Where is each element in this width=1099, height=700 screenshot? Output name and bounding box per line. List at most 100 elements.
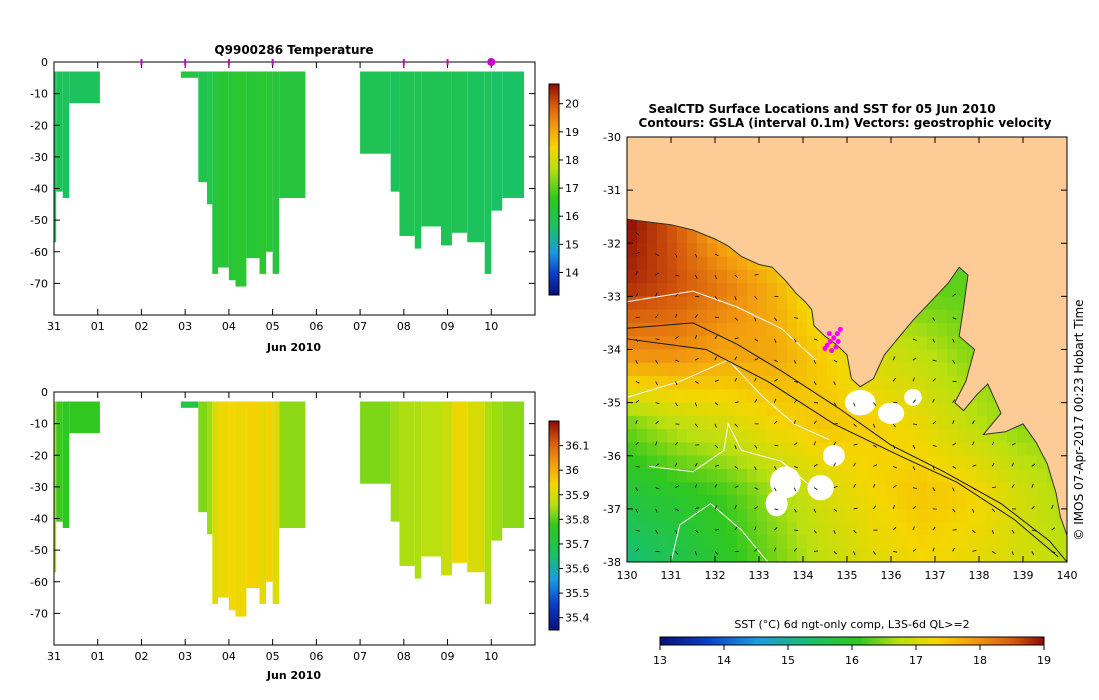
sst-cell xyxy=(707,548,718,562)
gsla-contour xyxy=(670,502,769,562)
sst-cell xyxy=(697,469,708,483)
velocity-vector xyxy=(714,335,718,340)
lon-tick-label: 133 xyxy=(749,569,770,582)
profile-markers xyxy=(140,58,496,66)
sst-cell xyxy=(817,508,828,523)
sst-cell xyxy=(927,535,938,550)
sst-cell xyxy=(917,376,928,390)
sst-cell xyxy=(627,296,638,311)
sst-cell xyxy=(847,495,858,510)
velocity-vector xyxy=(912,505,917,510)
sst-cell xyxy=(637,243,648,258)
lat-tick-label: -36 xyxy=(603,450,621,463)
velocity-vector xyxy=(833,485,838,489)
sst-cell xyxy=(767,535,778,550)
x-tick-label: 02 xyxy=(134,320,148,333)
sst-cell xyxy=(987,535,998,550)
lat-tick-label: -33 xyxy=(603,290,621,303)
sst-cell xyxy=(777,415,788,430)
velocity-vector xyxy=(635,465,640,468)
velocity-vector xyxy=(853,462,856,467)
velocity-vector xyxy=(833,381,836,386)
x-tick-label: 31 xyxy=(47,320,61,333)
x-tick-label: 02 xyxy=(134,650,148,663)
sst-cell xyxy=(897,362,908,377)
sst-cell xyxy=(767,429,778,444)
y-tick-label: -30 xyxy=(30,481,48,494)
sst-cell xyxy=(807,535,818,550)
sst-cell xyxy=(637,402,648,417)
sst-cell xyxy=(707,535,718,550)
sst-cell xyxy=(877,415,888,430)
sst-cell xyxy=(697,522,708,537)
velocity-vector xyxy=(932,378,936,382)
profile-cell xyxy=(180,71,199,78)
sst-cell xyxy=(1037,455,1048,470)
sst-cell xyxy=(897,495,908,510)
sst-cell xyxy=(697,229,708,244)
velocity-vector xyxy=(774,359,779,363)
sst-cell xyxy=(697,442,708,457)
sst-cell xyxy=(877,495,888,510)
sst-cell xyxy=(677,455,688,470)
sst-cell xyxy=(647,219,658,231)
sst-cell xyxy=(697,429,708,444)
velocity-vector xyxy=(794,317,799,319)
sst-cell xyxy=(767,322,778,337)
profile-cell xyxy=(279,71,306,198)
sst-cell xyxy=(917,548,928,562)
sst-cell xyxy=(647,362,658,377)
velocity-vector xyxy=(774,420,778,425)
sst-cell xyxy=(867,482,878,497)
lat-tick-label: -38 xyxy=(603,556,621,569)
sst-cell xyxy=(757,495,768,510)
sst-cell xyxy=(1007,442,1018,457)
sst-cell xyxy=(977,402,988,417)
velocity-vector xyxy=(833,441,837,446)
sst-cell xyxy=(817,389,828,404)
sst-cell xyxy=(857,455,868,470)
profile-cell xyxy=(266,401,273,582)
velocity-vector xyxy=(694,381,699,384)
sst-cell xyxy=(757,455,768,470)
velocity-vector xyxy=(912,357,917,361)
sst-cell xyxy=(727,309,738,324)
sst-cell xyxy=(967,469,978,483)
sst-cell xyxy=(797,336,808,351)
lon-tick-label: 136 xyxy=(881,569,902,582)
sst-cell xyxy=(1037,469,1048,483)
sst-cell xyxy=(837,376,848,390)
sst-cell xyxy=(987,402,998,417)
sst-cell xyxy=(1027,495,1038,510)
velocity-vector xyxy=(794,466,799,469)
sst-cell xyxy=(827,349,838,364)
sst-cell xyxy=(937,349,948,364)
sst-cell xyxy=(907,535,918,550)
velocity-vector xyxy=(952,399,956,403)
sst-cell xyxy=(1027,469,1038,483)
sst-cell xyxy=(867,535,878,550)
lat-tick-label: -32 xyxy=(603,237,621,250)
sst-cell xyxy=(707,269,718,284)
sst-cell xyxy=(737,415,748,430)
sst-cell xyxy=(657,322,668,337)
velocity-vector xyxy=(714,253,719,257)
sst-cell xyxy=(887,389,898,404)
sst-cell xyxy=(817,336,828,351)
velocity-vector xyxy=(972,549,977,552)
sst-cell xyxy=(667,283,678,297)
velocity-vector xyxy=(813,359,817,364)
sst-cell xyxy=(717,548,728,562)
sst-cell xyxy=(867,469,878,483)
seal-track-locations xyxy=(822,326,843,354)
velocity-vector xyxy=(754,274,759,276)
velocity-vector xyxy=(694,314,699,318)
sst-cell xyxy=(657,402,668,417)
sst-cell xyxy=(687,309,698,324)
sst-cell xyxy=(947,415,958,430)
velocity-vector xyxy=(754,377,757,382)
sst-cell xyxy=(637,442,648,457)
sst-cell xyxy=(997,508,1008,523)
sst-cell xyxy=(837,482,848,497)
sst-cell xyxy=(877,362,888,377)
